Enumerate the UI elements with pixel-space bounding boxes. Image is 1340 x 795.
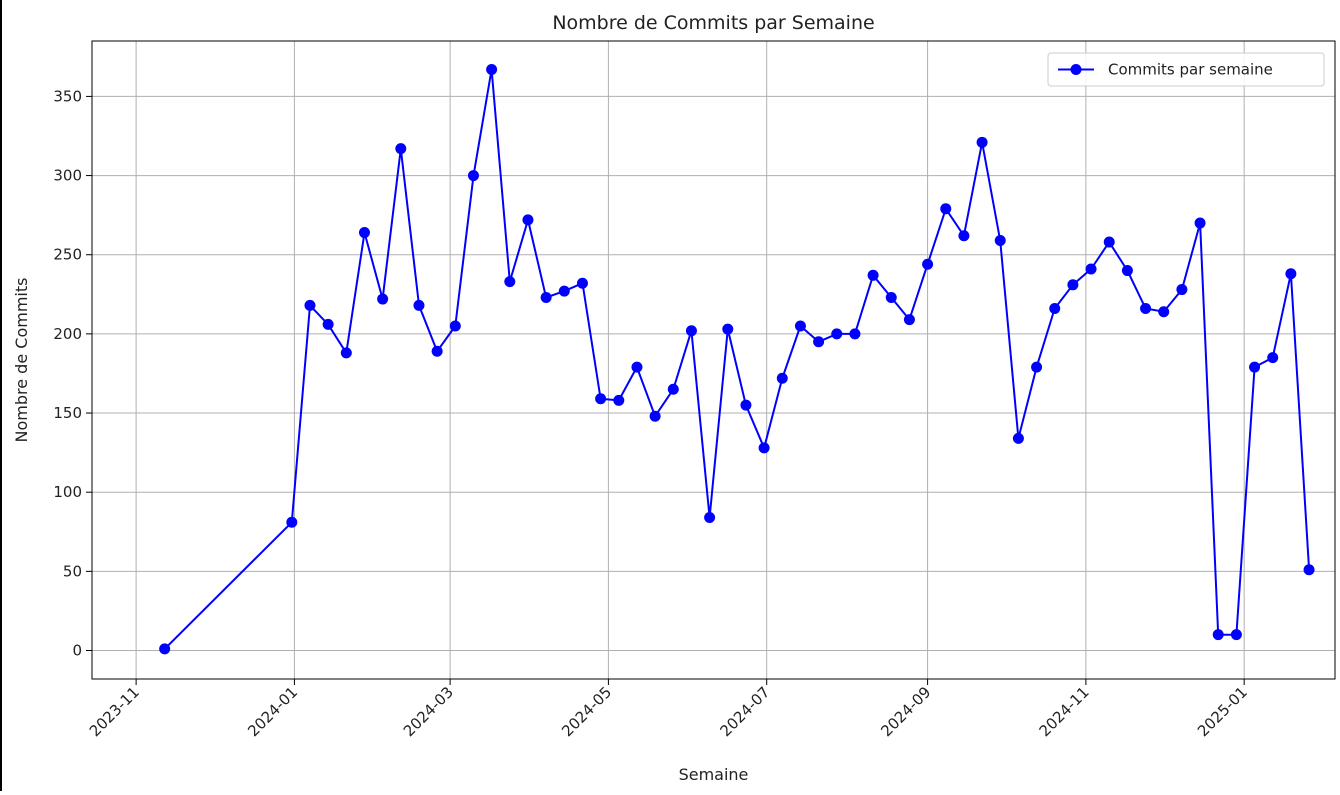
data-point	[740, 399, 752, 411]
data-point	[1285, 268, 1297, 280]
data-point	[1249, 361, 1261, 373]
x-tick-label: 2024-05	[558, 683, 615, 740]
legend-marker	[1070, 64, 1082, 75]
data-point	[504, 276, 516, 288]
data-point	[704, 512, 716, 524]
data-point	[1049, 303, 1061, 315]
data-point	[1212, 629, 1224, 641]
data-point	[831, 328, 843, 340]
data-point	[576, 277, 588, 289]
legend-box	[1047, 52, 1325, 87]
data-point	[377, 293, 389, 305]
axes-frame	[91, 40, 1336, 680]
x-tick-label: 2024-01	[244, 683, 301, 740]
data-point	[1194, 217, 1206, 229]
data-point	[395, 143, 407, 155]
y-tick-label: 50	[63, 562, 82, 580]
data-point	[1012, 432, 1024, 444]
data-point	[340, 347, 352, 359]
data-point	[685, 325, 697, 337]
data-point	[1303, 564, 1315, 576]
x-tick-label: 2024-03	[400, 683, 457, 740]
data-point	[758, 442, 770, 454]
x-axis-label: Semaine	[679, 765, 749, 784]
x-tick-label: 2024-07	[716, 683, 773, 740]
data-point	[1103, 236, 1115, 248]
data-point	[449, 320, 461, 332]
y-axis-label: Nombre de Commits	[12, 278, 31, 443]
y-tick-label: 250	[53, 246, 82, 264]
chart-title: Nombre de Commits par Semaine	[552, 12, 874, 34]
data-point	[976, 136, 988, 148]
data-point	[631, 361, 643, 373]
data-point	[431, 345, 443, 357]
x-tick-label: 2023-11	[86, 683, 143, 740]
x-tick-label: 2025-01	[1194, 683, 1251, 740]
data-point	[358, 227, 370, 239]
data-point	[958, 230, 970, 242]
y-tick-label: 300	[53, 167, 82, 185]
x-tick-label: 2024-09	[877, 683, 934, 740]
data-point	[467, 170, 479, 182]
data-point	[885, 291, 897, 303]
y-tick-label: 0	[72, 642, 82, 660]
data-point	[286, 516, 298, 528]
data-point	[304, 299, 316, 311]
y-tick-label: 200	[53, 325, 82, 343]
data-point	[595, 393, 607, 405]
data-point	[1230, 629, 1242, 641]
grid	[92, 41, 1335, 679]
data-point	[322, 318, 334, 330]
data-point	[1158, 306, 1170, 318]
data-point	[867, 269, 879, 281]
data-point	[613, 394, 625, 406]
data-point	[1031, 361, 1043, 373]
data-point	[1121, 265, 1133, 277]
y-tick-label: 150	[53, 404, 82, 422]
left-border	[0, 0, 2, 791]
data-point	[813, 336, 825, 348]
legend-label: Commits par semaine	[1108, 61, 1273, 79]
data-point	[922, 258, 934, 270]
data-point	[1176, 284, 1188, 296]
data-point	[159, 643, 171, 655]
data-point	[1067, 279, 1079, 291]
data-point	[522, 214, 534, 226]
data-point	[794, 320, 806, 332]
data-point	[849, 328, 861, 340]
data-point	[1267, 352, 1279, 364]
data-point	[540, 291, 552, 303]
y-tick-label: 350	[53, 87, 82, 105]
data-point	[1140, 303, 1152, 315]
data-point	[903, 314, 915, 326]
x-tick-label: 2024-11	[1036, 683, 1093, 740]
legend: Commits par semaine	[1047, 52, 1325, 87]
data-point	[940, 203, 952, 215]
series-layer	[159, 63, 1315, 655]
data-point	[722, 323, 734, 335]
data-point	[486, 63, 498, 75]
data-point	[558, 285, 570, 297]
data-point	[413, 299, 425, 311]
data-point	[776, 372, 788, 384]
data-point	[994, 234, 1006, 246]
data-point	[649, 410, 661, 422]
data-point	[667, 383, 679, 395]
y-tick-label: 100	[53, 483, 82, 501]
data-point	[1085, 263, 1097, 275]
series-line	[163, 68, 1311, 650]
